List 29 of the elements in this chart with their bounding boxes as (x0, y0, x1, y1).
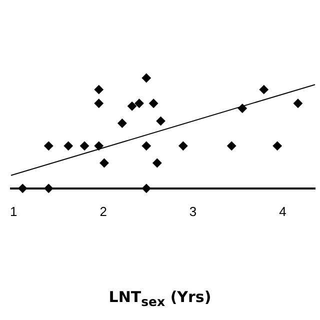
point (94, 141, 104, 150)
point (238, 104, 247, 113)
point (142, 141, 151, 150)
point (128, 102, 137, 111)
point (44, 141, 54, 150)
x-tick-label: 2 (100, 204, 107, 219)
point (44, 184, 54, 193)
x-axis-title: LNT$_{sex}$ (Yrs) (108, 288, 212, 309)
point (152, 158, 162, 168)
x-tick-label: 1 (10, 204, 18, 219)
point (293, 98, 302, 108)
x-tick-label: 4 (279, 204, 286, 219)
point (178, 141, 188, 150)
point (80, 141, 90, 150)
point (100, 158, 109, 168)
x-tick-label: 3 (189, 204, 197, 219)
point (118, 118, 127, 128)
point (64, 141, 73, 150)
point (134, 98, 144, 108)
point (142, 184, 151, 193)
point (94, 85, 104, 94)
point (142, 74, 151, 82)
point (149, 98, 158, 108)
point (156, 116, 166, 126)
point (259, 85, 268, 94)
point (18, 184, 28, 193)
point (94, 98, 104, 108)
point (227, 141, 236, 150)
point (272, 141, 282, 150)
